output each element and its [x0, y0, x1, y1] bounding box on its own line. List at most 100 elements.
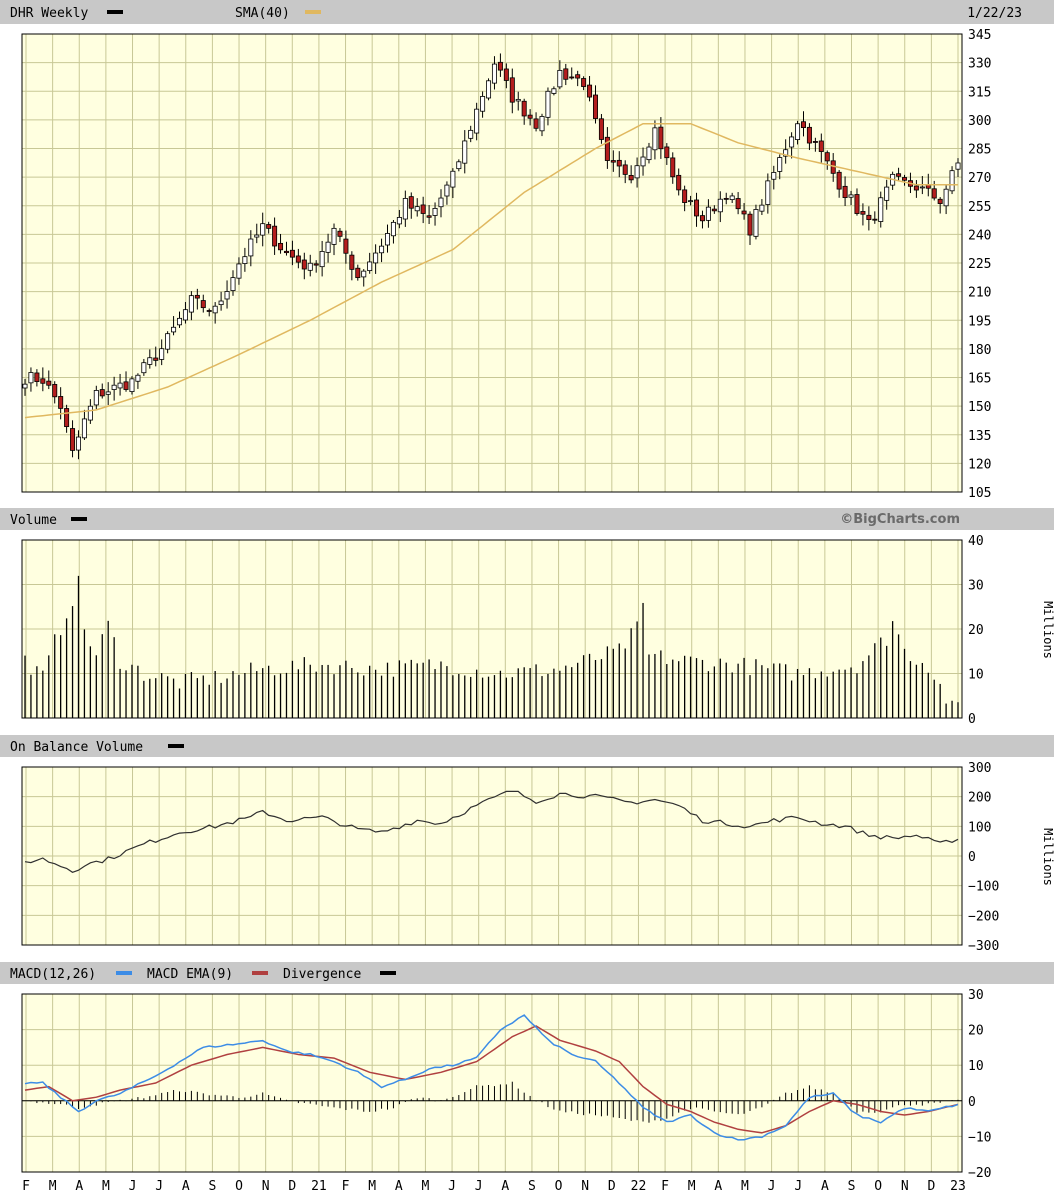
x-tick-label: S — [528, 1179, 536, 1194]
x-tick-label: J — [768, 1179, 776, 1194]
volume-legend-swatch — [71, 517, 87, 521]
date-label: 1/22/23 — [967, 6, 1022, 21]
y-tick-label: 0 — [968, 1095, 976, 1110]
obv-panel: −300 −200 −100 0 100 200 300 — [21, 761, 999, 954]
candle-body — [343, 238, 349, 254]
candle-body — [40, 378, 46, 384]
candle-body — [254, 234, 260, 238]
volume-title: Volume — [10, 513, 57, 528]
candle-body — [931, 188, 937, 199]
candle-body — [117, 382, 123, 389]
x-tick-label: M — [49, 1179, 57, 1194]
candle-body — [860, 211, 866, 215]
y-tick-label: 40 — [968, 534, 984, 549]
x-tick-label: M — [368, 1179, 376, 1194]
candle-body — [949, 170, 955, 192]
candle-body — [699, 215, 705, 222]
candle-body — [224, 291, 230, 300]
candle-body — [248, 238, 254, 257]
candle-body — [242, 256, 248, 264]
candle-body — [141, 362, 147, 374]
x-tick-label: 22 — [631, 1179, 647, 1194]
candle-body — [747, 213, 753, 236]
candle-body — [646, 146, 652, 161]
sma-legend-label: SMA(40) — [235, 6, 290, 21]
macd-title: MACD(12,26) — [10, 967, 96, 982]
candle-body — [563, 68, 569, 80]
candle-body — [652, 127, 658, 151]
candle-body — [46, 380, 52, 386]
candle-body — [854, 194, 860, 214]
obv-legend-swatch — [168, 744, 184, 748]
candle-body — [390, 221, 396, 237]
divergence-legend-label: Divergence — [283, 967, 361, 982]
candle-body — [159, 348, 165, 360]
candle-body — [670, 157, 676, 178]
candle-body — [408, 196, 414, 209]
candle-body — [688, 200, 694, 203]
x-tick-label: M — [102, 1179, 110, 1194]
candle-body — [188, 295, 194, 313]
y-tick-label: −300 — [968, 939, 999, 954]
candle-body — [711, 208, 717, 212]
candle-body — [545, 90, 551, 118]
price-header-bar — [0, 0, 1054, 24]
y-tick-label: 165 — [968, 372, 991, 387]
y-tick-label: 135 — [968, 429, 991, 444]
obv-header-bar — [0, 735, 1054, 757]
y-tick-label: −200 — [968, 909, 999, 924]
candle-body — [723, 197, 729, 200]
candle-body — [99, 389, 105, 397]
candle-body — [735, 198, 741, 210]
y-tick-label: 200 — [968, 791, 991, 806]
x-tick-label: M — [688, 1179, 696, 1194]
candle-body — [592, 94, 598, 119]
y-tick-label: 120 — [968, 457, 991, 472]
candle-body — [753, 209, 759, 237]
candle-body — [64, 408, 70, 428]
candle-body — [319, 251, 325, 268]
candle-body — [87, 405, 93, 421]
macd-ema-line — [24, 1025, 959, 1134]
candle-body — [206, 310, 212, 312]
candle-body — [147, 357, 153, 365]
candle-body — [497, 61, 503, 71]
candle-body — [414, 206, 420, 212]
y-tick-label: 0 — [968, 712, 976, 727]
candle-body — [313, 263, 319, 266]
candle-body — [818, 140, 824, 152]
x-tick-label: S — [848, 1179, 856, 1194]
divergence-legend-swatch — [380, 971, 396, 975]
y-tick-label: −10 — [968, 1130, 991, 1145]
candle-body — [551, 88, 557, 94]
candle-body — [491, 63, 497, 84]
sma-line — [24, 122, 958, 419]
macd-panel: −20 −10 0 10 20 30 — [21, 988, 991, 1181]
x-axis: F M A M J J A S O N D 21 F M A M J J A S O N D 22 F M A M J J A S O N D 23 — [22, 1179, 966, 1194]
candle-body — [836, 171, 842, 190]
x-tick-label: 21 — [311, 1179, 327, 1194]
candle-body — [575, 74, 581, 79]
candle-body — [616, 159, 622, 167]
candle-body — [52, 384, 58, 398]
candle-body — [272, 225, 278, 247]
panel-border — [21, 993, 963, 1173]
candle-body — [456, 161, 462, 170]
macd-line — [24, 1014, 959, 1141]
y-tick-label: 10 — [968, 1059, 984, 1074]
candle-body — [658, 126, 664, 150]
y-tick-label: 10 — [968, 668, 984, 683]
candle-body — [129, 378, 135, 392]
ticker-legend-swatch — [107, 10, 123, 14]
x-tick-label: A — [714, 1179, 722, 1194]
panel-border — [21, 766, 963, 946]
candle-body — [533, 118, 539, 129]
candle-body — [521, 100, 527, 117]
macd-ema-legend-label: MACD EMA(9) — [147, 967, 233, 982]
panel-background — [22, 994, 962, 1172]
candle-body — [218, 300, 224, 306]
x-tick-label: A — [821, 1179, 829, 1194]
watermark: ©BigCharts.com — [840, 512, 960, 527]
candle-body — [212, 305, 218, 314]
